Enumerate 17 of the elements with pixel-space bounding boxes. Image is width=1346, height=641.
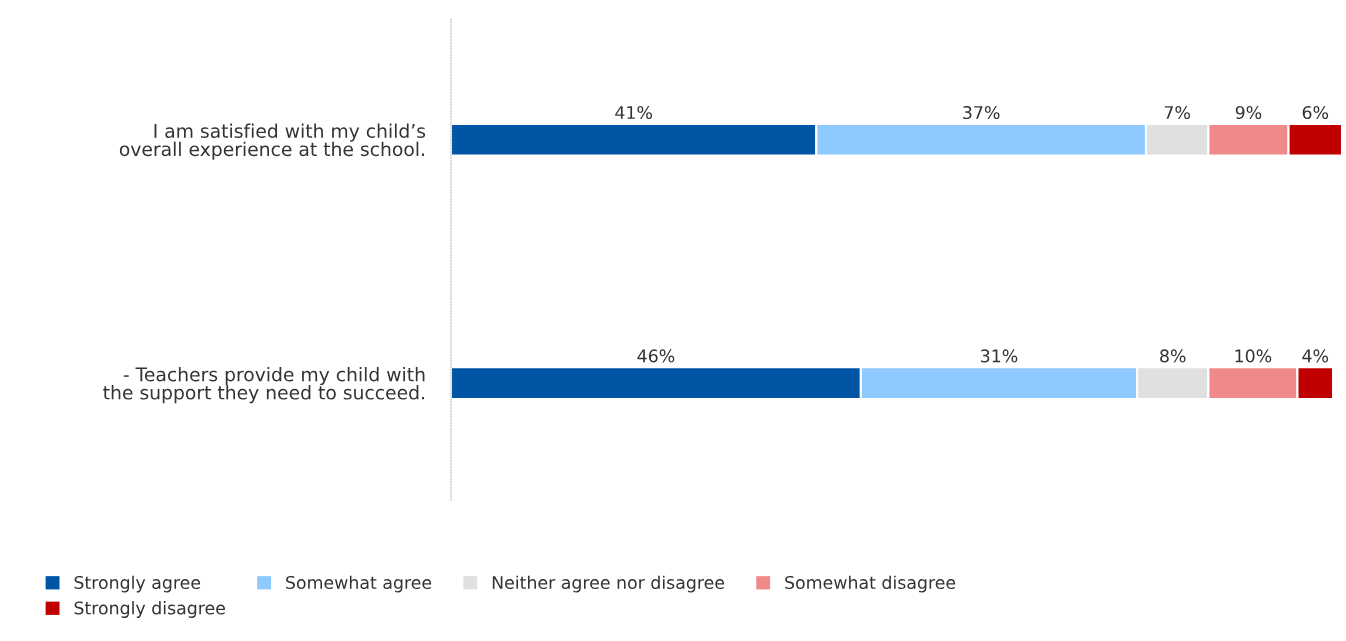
y-tick-label: - Teachers provide my child with the support they need to succeed. xyxy=(103,366,425,404)
data-label: 10% xyxy=(1235,349,1272,363)
legend-label: Strongly disagree xyxy=(74,601,225,618)
data-label: 37% xyxy=(963,105,1000,120)
legend-label: Somewhat agree xyxy=(286,575,432,593)
legend-label: Strongly agree xyxy=(74,575,201,593)
data-label: 7% xyxy=(1164,105,1190,120)
data-label: 8% xyxy=(1160,349,1186,363)
data-label: 9% xyxy=(1235,105,1262,120)
data-label: 41% xyxy=(615,105,652,120)
legend-label: Neither agree nor disagree xyxy=(492,575,725,593)
data-label: 46% xyxy=(637,349,675,363)
data-label: 4% xyxy=(1302,349,1329,363)
data-label: 6% xyxy=(1302,105,1329,120)
y-tick-label: I am satisfied with my child’s overall experience at the school. xyxy=(119,123,426,160)
data-label: 31% xyxy=(980,349,1018,363)
legend-label: Somewhat disagree xyxy=(785,575,956,593)
